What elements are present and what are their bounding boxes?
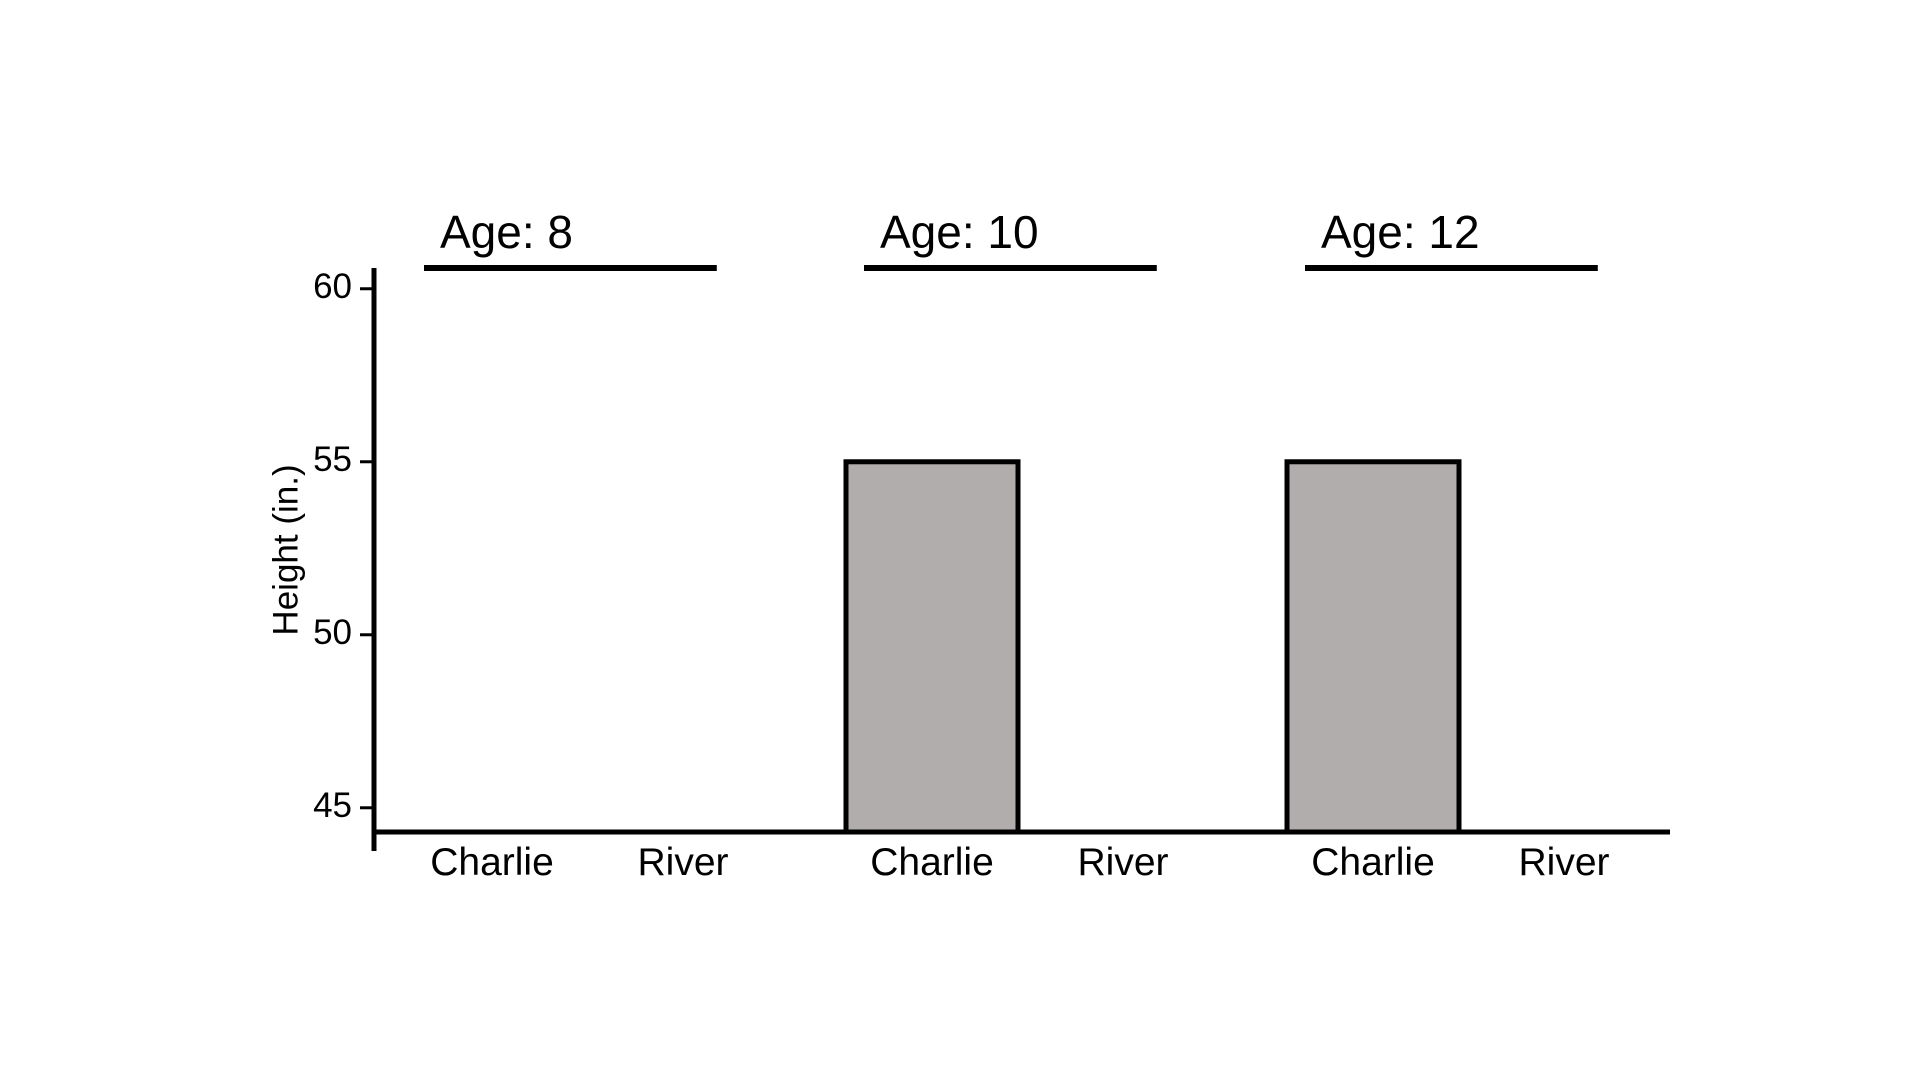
category-label: River bbox=[637, 841, 728, 884]
group-header-label: Age: 10 bbox=[880, 206, 1039, 258]
axes-layer bbox=[371, 268, 1670, 851]
category-labels: Charlie River Charlie River Charlie River bbox=[430, 841, 1609, 884]
y-tick-label: 55 bbox=[313, 440, 352, 479]
y-tick-label: 45 bbox=[313, 786, 352, 825]
bar bbox=[1284, 459, 1462, 835]
category-label: Charlie bbox=[430, 841, 554, 884]
y-tick-label: 50 bbox=[313, 613, 352, 652]
y-tick-label: 60 bbox=[313, 267, 352, 306]
bars-layer bbox=[843, 459, 1462, 835]
y-axis-title: Height (in.) bbox=[266, 464, 305, 635]
y-ticks: 45 50 55 60 bbox=[313, 267, 374, 825]
group-header-label: Age: 8 bbox=[440, 206, 573, 258]
category-label: River bbox=[1077, 841, 1168, 884]
group-header-label: Age: 12 bbox=[1321, 206, 1480, 258]
group-headers: Age: 8 Age: 10 Age: 12 bbox=[424, 206, 1598, 271]
category-label: Charlie bbox=[870, 841, 994, 884]
category-label: Charlie bbox=[1311, 841, 1435, 884]
bar bbox=[843, 459, 1021, 835]
category-label: River bbox=[1518, 841, 1609, 884]
